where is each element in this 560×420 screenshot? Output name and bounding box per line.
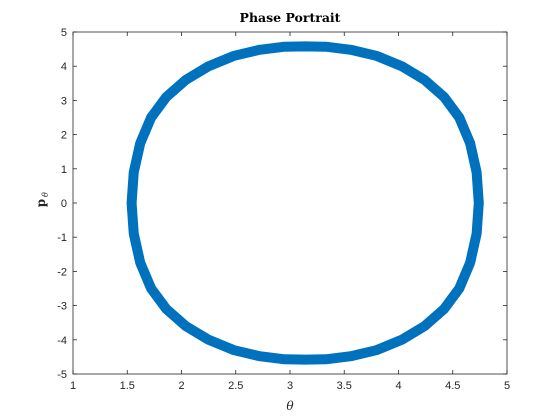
- x-tick-label: 1: [70, 380, 76, 392]
- x-tick-label: 4.5: [445, 380, 460, 392]
- x-axis-label: θ: [286, 399, 294, 413]
- x-tick-label: 2.5: [228, 380, 243, 392]
- y-tick-label: 5: [61, 27, 67, 39]
- y-tick-label: 2: [61, 130, 67, 142]
- y-tick-label: 4: [61, 61, 67, 73]
- chart-title: Phase Portrait: [240, 10, 341, 25]
- y-tick-label: -2: [57, 266, 67, 278]
- y-axis-label-subscript: θ: [41, 192, 50, 197]
- series-line-0: [126, 41, 484, 365]
- y-tick-label: 3: [61, 95, 67, 107]
- y-tick-label: 1: [61, 164, 67, 176]
- x-tick-label: 3.5: [337, 380, 352, 392]
- y-tick-label: 0: [61, 198, 67, 210]
- x-tick-label: 1.5: [120, 380, 135, 392]
- y-axis-ticks: 5 4 3 2 1 0 -1 -2 -3 -4 -5: [57, 27, 507, 381]
- x-tick-label: 3: [287, 380, 293, 392]
- x-axis-ticks: 1 1.5 2 2.5 3 3.5 4 4.5 5: [70, 32, 510, 392]
- y-tick-label: -3: [57, 301, 67, 313]
- y-tick-label: -4: [57, 335, 67, 347]
- x-tick-label: 2: [178, 380, 184, 392]
- y-tick-label: -5: [57, 369, 67, 381]
- y-tick-label: -1: [57, 232, 67, 244]
- y-axis-label: p θ: [34, 192, 50, 207]
- x-tick-label: 4: [395, 380, 401, 392]
- x-tick-label: 5: [504, 380, 510, 392]
- y-axis-label-main: p: [34, 199, 48, 207]
